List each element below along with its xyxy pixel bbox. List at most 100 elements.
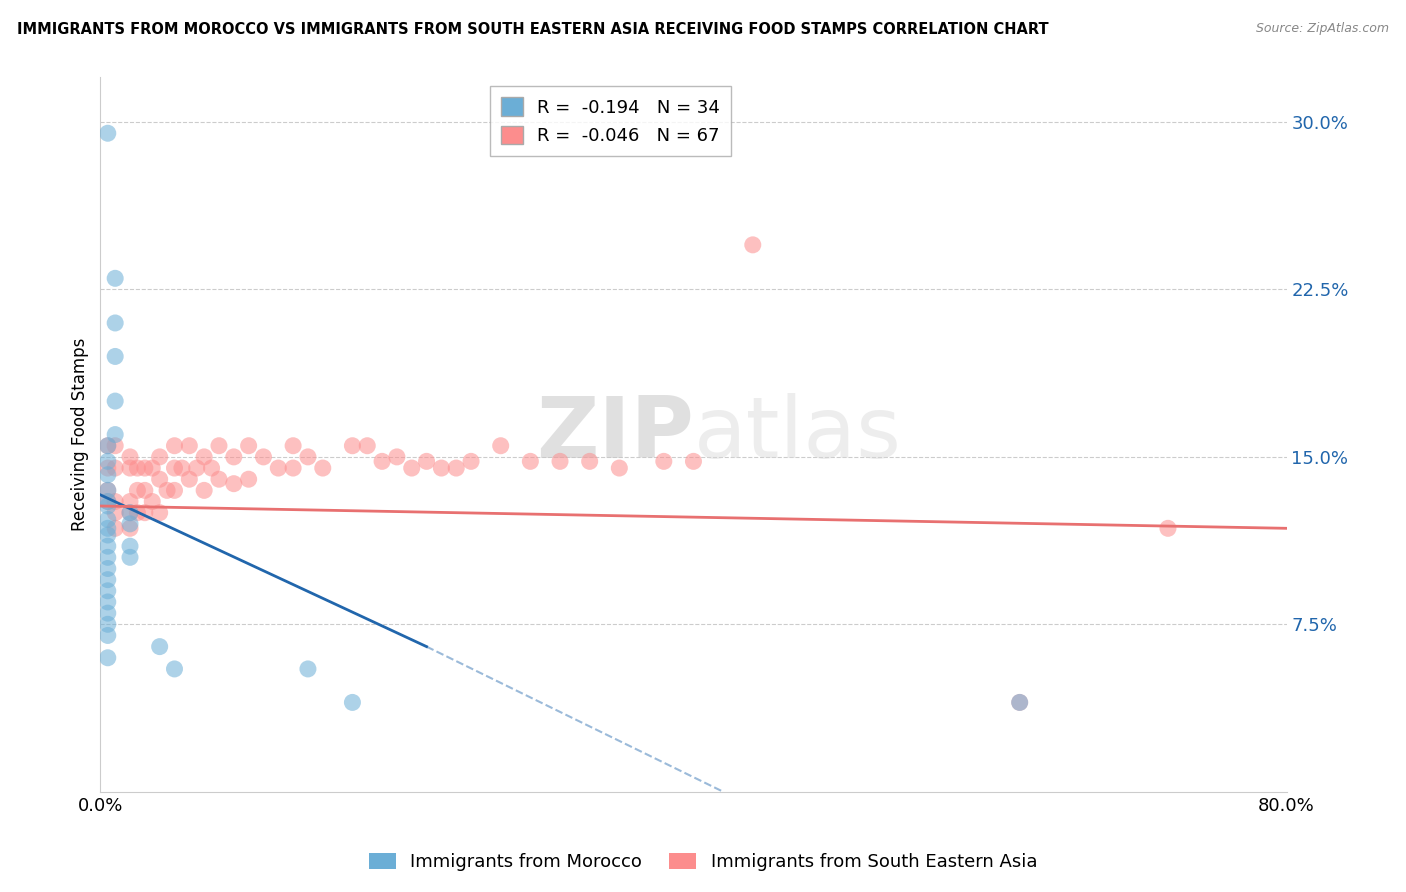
Point (97, 595, 120, 609)
Point (134, 506, 156, 520)
Point (104, 494, 127, 508)
Point (134, 483, 156, 498)
Point (104, 316, 127, 330)
Point (97, 573, 120, 587)
Point (118, 461, 141, 475)
Point (104, 350, 127, 364)
Point (118, 506, 141, 520)
Point (252, 450, 274, 464)
Point (118, 450, 141, 464)
Point (97, 628, 120, 642)
Point (281, 439, 304, 453)
Point (127, 506, 149, 520)
Point (415, 454, 437, 468)
Point (163, 662, 186, 676)
Point (149, 640, 172, 654)
Point (193, 483, 215, 498)
Point (134, 461, 156, 475)
Point (179, 472, 201, 486)
Point (104, 271, 127, 285)
Point (156, 483, 179, 498)
Point (444, 461, 467, 475)
Point (460, 454, 482, 468)
Point (297, 662, 319, 676)
Point (430, 461, 453, 475)
Point (97, 521, 120, 535)
Point (97, 583, 120, 598)
Point (371, 454, 394, 468)
Point (1008, 695, 1031, 709)
Text: atlas: atlas (693, 393, 901, 476)
Point (1008, 695, 1031, 709)
Point (104, 506, 127, 520)
Point (97, 494, 120, 508)
Point (118, 539, 141, 553)
Point (97, 617, 120, 632)
Point (193, 450, 215, 464)
Point (548, 454, 571, 468)
Point (578, 454, 600, 468)
Point (97, 461, 120, 475)
Point (104, 427, 127, 442)
Text: Source: ZipAtlas.com: Source: ZipAtlas.com (1256, 22, 1389, 36)
Point (222, 450, 245, 464)
Point (281, 461, 304, 475)
Point (127, 461, 149, 475)
Point (97, 467, 120, 482)
Point (97, 499, 120, 513)
Point (222, 476, 245, 491)
Point (118, 521, 141, 535)
Point (118, 516, 141, 531)
Point (652, 454, 675, 468)
Point (170, 461, 193, 475)
Y-axis label: Receiving Food Stamps: Receiving Food Stamps (72, 338, 89, 532)
Point (97, 483, 120, 498)
Point (682, 454, 704, 468)
Point (208, 472, 231, 486)
Point (97, 550, 120, 565)
Point (163, 483, 186, 498)
Point (385, 450, 408, 464)
Point (312, 461, 335, 475)
Point (97, 528, 120, 542)
Point (118, 494, 141, 508)
Point (607, 461, 630, 475)
Point (97, 126, 120, 140)
Point (97, 439, 120, 453)
Point (104, 394, 127, 409)
Point (97, 454, 120, 468)
Point (97, 439, 120, 453)
Point (356, 439, 378, 453)
Point (97, 512, 120, 526)
Point (104, 521, 127, 535)
Point (127, 483, 149, 498)
Point (149, 506, 172, 520)
Point (141, 494, 163, 508)
Point (342, 439, 364, 453)
Point (267, 461, 290, 475)
Point (118, 506, 141, 520)
Point (186, 461, 208, 475)
Point (97, 561, 120, 575)
Point (238, 472, 260, 486)
Point (1157, 521, 1180, 535)
Point (104, 439, 127, 453)
Text: IMMIGRANTS FROM MOROCCO VS IMMIGRANTS FROM SOUTH EASTERN ASIA RECEIVING FOOD STA: IMMIGRANTS FROM MOROCCO VS IMMIGRANTS FR… (17, 22, 1049, 37)
Text: ZIP: ZIP (536, 393, 693, 476)
Point (118, 550, 141, 565)
Point (104, 461, 127, 475)
Point (238, 439, 260, 453)
Point (97, 483, 120, 498)
Point (200, 461, 222, 475)
Point (297, 450, 319, 464)
Point (489, 439, 512, 453)
Point (97, 650, 120, 665)
Point (401, 461, 423, 475)
Point (519, 454, 541, 468)
Point (163, 461, 186, 475)
Point (179, 439, 201, 453)
Point (741, 237, 763, 252)
Point (163, 439, 186, 453)
Point (342, 695, 364, 709)
Point (149, 450, 172, 464)
